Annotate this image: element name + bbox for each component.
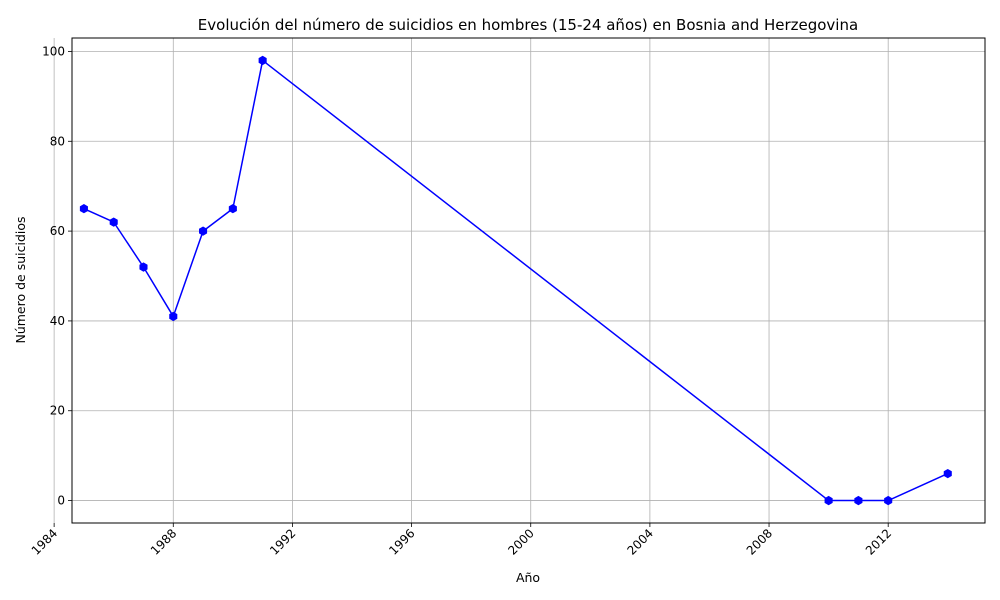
data-point bbox=[824, 495, 833, 506]
data-point bbox=[109, 217, 118, 227]
data-point bbox=[199, 226, 208, 236]
data-point bbox=[258, 55, 267, 66]
y-tick-label: 40 bbox=[50, 314, 65, 328]
data-point bbox=[854, 495, 863, 506]
plot-frame bbox=[71, 37, 986, 524]
y-tick-label: 80 bbox=[50, 134, 65, 148]
x-axis-label: Año bbox=[516, 570, 540, 585]
y-tick-label: 100 bbox=[42, 44, 65, 58]
data-point bbox=[884, 495, 893, 506]
y-axis-label: Número de suicidios bbox=[13, 216, 28, 343]
data-point bbox=[79, 203, 88, 214]
y-tick-label: 0 bbox=[57, 494, 65, 508]
data-point bbox=[169, 311, 178, 322]
y-tick-label: 20 bbox=[50, 404, 65, 418]
data-point bbox=[943, 468, 952, 479]
grid bbox=[53, 38, 985, 523]
data-point bbox=[139, 262, 148, 272]
data-point bbox=[228, 203, 237, 214]
series-layer bbox=[79, 55, 952, 506]
y-tick-label: 60 bbox=[50, 224, 65, 238]
chart-title: Evolución del número de suicidios en hom… bbox=[198, 16, 858, 34]
